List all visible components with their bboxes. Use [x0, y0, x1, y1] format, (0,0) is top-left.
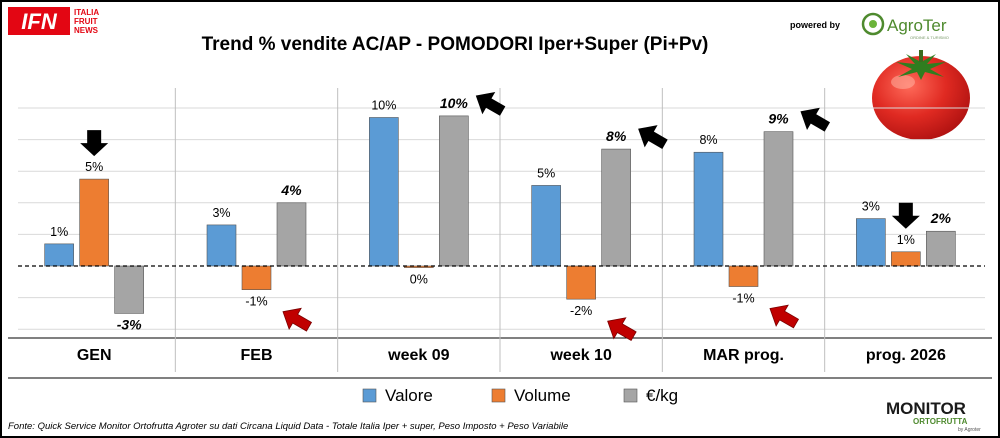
monitor-ortofrutta-logo: MONITOR ORTOFRUTTA by Agroter — [886, 399, 981, 433]
tomato-icon — [872, 50, 970, 140]
legend-label-0: Valore — [385, 386, 433, 405]
value-label: 9% — [768, 111, 789, 127]
bar-kg-1 — [276, 202, 307, 267]
ortofrutta-logo-text: ORTOFRUTTA — [913, 417, 968, 426]
bar-volume-1 — [241, 265, 272, 291]
category-label: week 09 — [387, 347, 449, 364]
powered-by-text: powered by — [790, 20, 840, 30]
value-label: 3% — [212, 206, 230, 220]
annotation-arrows — [80, 91, 920, 342]
source-note: Fonte: Quick Service Monitor Ortofrutta … — [8, 421, 568, 432]
bar-volume-3 — [566, 265, 596, 300]
black-arrow-icon — [638, 125, 668, 149]
agroter-logo: AgroTer ORDINE & TURISMO — [861, 12, 949, 40]
monitor-logo-text: MONITOR — [886, 399, 966, 418]
category-label: prog. 2026 — [866, 347, 946, 364]
bar-valore-2 — [369, 117, 399, 267]
legend-swatch-2 — [623, 388, 638, 403]
category-label: MAR prog. — [703, 347, 784, 364]
legend: Valore Volume €/kg — [362, 386, 678, 405]
bar-volume-0 — [79, 178, 109, 267]
bar-kg-0 — [114, 265, 144, 314]
category-label: week 10 — [549, 347, 611, 364]
category-labels: GEN FEB week 09 week 10 MAR prog. prog. 2026 — [77, 347, 946, 364]
bars — [44, 115, 956, 314]
black-arrow-icon — [475, 91, 506, 116]
value-label: 1% — [50, 225, 68, 239]
value-label: 1% — [897, 233, 915, 247]
ifn-logo-box — [8, 7, 70, 35]
bar-kg-3 — [601, 148, 631, 267]
legend-swatch-0 — [362, 388, 377, 403]
value-label: 2% — [930, 210, 952, 226]
agroter-tagline: ORDINE & TURISMO — [910, 35, 949, 40]
red-arrow-icon — [769, 304, 800, 329]
gridlines — [18, 107, 985, 330]
down-arrow-icon — [891, 202, 920, 229]
bar-volume-4 — [728, 265, 759, 287]
black-arrow-icon — [800, 107, 831, 132]
legend-label-1: Volume — [514, 386, 571, 405]
value-label: 10% — [371, 98, 396, 112]
bar-valore-0 — [44, 243, 74, 267]
ifn-logo-sub-2: FRUIT — [74, 17, 98, 26]
value-label: -3% — [117, 316, 142, 332]
chart-title: Trend % vendite AC/AP - POMODORI Iper+Su… — [202, 34, 709, 55]
agroter-logo-icon — [861, 12, 885, 36]
ifn-logo-sub-1: ITALIA — [74, 8, 99, 17]
value-label: 0% — [410, 273, 428, 287]
agroter-brand: AgroTer — [887, 16, 947, 35]
bar-kg-4 — [763, 131, 794, 267]
bar-valore-4 — [693, 151, 724, 267]
value-label: 8% — [606, 128, 627, 144]
red-arrow-icon — [282, 307, 313, 332]
value-label: 4% — [280, 182, 302, 198]
legend-label-2: €/kg — [646, 386, 678, 405]
ifn-logo: IFN ITALIA FRUIT NEWS — [8, 7, 99, 35]
value-label: -2% — [570, 304, 592, 318]
bar-volume-5 — [891, 251, 921, 267]
bar-kg-2 — [439, 115, 469, 267]
value-labels: 1% 5% -3% 3% -1% 4% 10% 0% 10% 5% -2% 8% 8% -1% 9% 3% 1%… — [50, 95, 952, 332]
category-label: GEN — [77, 347, 112, 364]
category-label: FEB — [241, 347, 273, 364]
ifn-logo-text: IFN — [21, 9, 58, 34]
agroter-logo-dot — [869, 20, 877, 28]
bar-valore-3 — [531, 185, 561, 267]
value-label: -1% — [245, 295, 267, 309]
value-label: 5% — [85, 160, 103, 174]
ifn-logo-sub-3: NEWS — [74, 26, 99, 35]
value-label: 10% — [440, 95, 469, 111]
bar-valore-1 — [206, 224, 237, 267]
value-label: 5% — [537, 166, 555, 180]
category-separators — [174, 88, 826, 372]
value-label: 8% — [699, 133, 717, 147]
bar-valore-5 — [856, 218, 886, 267]
bar-kg-5 — [926, 230, 956, 267]
by-agroter-text: by Agroter — [958, 427, 981, 433]
down-arrow-icon — [80, 130, 109, 157]
red-arrow-icon — [607, 317, 637, 342]
legend-swatch-1 — [491, 388, 506, 403]
value-label: 3% — [862, 200, 880, 214]
value-label: -1% — [732, 292, 754, 306]
